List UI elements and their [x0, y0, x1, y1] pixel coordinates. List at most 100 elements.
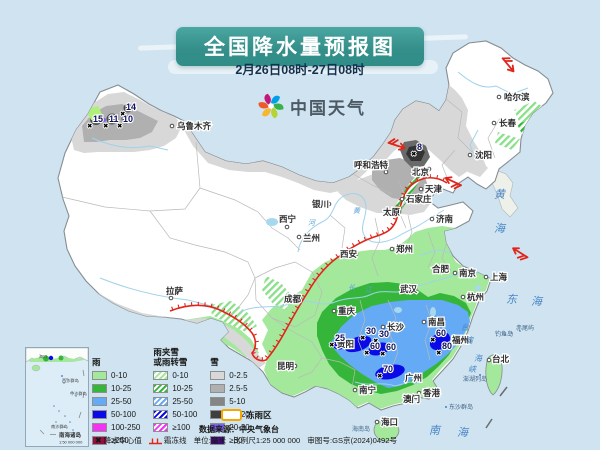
sleet-area-beijing — [394, 167, 429, 214]
china-weather-logo: 中国天气 — [258, 93, 366, 119]
legend-item-label: 50-100 — [172, 409, 198, 419]
frost-tick — [282, 328, 286, 332]
freezing-rain-legend: 冻雨区 — [221, 409, 272, 421]
frost-tick — [249, 327, 253, 331]
city-label: 郑州 — [396, 244, 413, 254]
legend-item-label: ≥100 — [172, 422, 191, 432]
frost-tick — [275, 339, 280, 343]
legend-swatch — [92, 422, 107, 432]
city-marker — [460, 294, 466, 300]
frost-tick — [234, 314, 237, 319]
city-label: 西宁 — [279, 214, 297, 224]
island-label: 赤尾屿 — [516, 324, 534, 332]
city-marker — [426, 166, 432, 172]
korea-landmass — [491, 169, 519, 218]
river-label-layer: 黄河长 江 — [308, 207, 373, 294]
frost-tick — [363, 236, 367, 241]
legend-column-header: 雨夹雪 或雨转雪 — [153, 347, 188, 367]
city-marker — [445, 267, 451, 273]
yellow-river — [297, 193, 445, 253]
city-label: 台北 — [492, 354, 510, 364]
city-marker — [383, 169, 389, 175]
frost-tick — [340, 250, 344, 254]
snow-area-beijing-core — [406, 145, 425, 161]
legend-column: 雨 0-10 10-25 25-50 50-100 100-250 ≥250 — [92, 346, 140, 448]
inset-label: 南海诸岛 — [59, 431, 82, 439]
city-marker — [330, 341, 336, 347]
legend-swatch — [153, 409, 169, 419]
legend-swatch — [92, 435, 107, 445]
legend-annotations: ✖ 降水中心值 霜冻线 单位:毫米 比例尺1:25 000 000 审图号:GS… — [95, 435, 397, 446]
frost-tick — [422, 175, 425, 179]
center-value: 70 — [383, 364, 393, 374]
legend-item-label: 10-25 — [111, 383, 132, 393]
city-label: 济南 — [436, 214, 454, 224]
nine-dash-line — [485, 386, 508, 429]
city-label: 广州 — [405, 373, 422, 383]
inset-rain-core — [48, 355, 54, 361]
city-marker — [297, 296, 303, 302]
city-label: 海口 — [381, 417, 398, 427]
legend-item: 10-25 — [153, 383, 197, 393]
city-label: 贵阳 — [337, 339, 354, 349]
frost-tick — [346, 246, 350, 251]
inset-rain-strip — [28, 357, 84, 362]
legend-item-label: ≥250 — [111, 435, 129, 445]
city-marker — [292, 363, 298, 369]
legend-column: 雨夹雪 或雨转雪 0-10 10-25 25-50 50-100 ≥100 — [153, 346, 197, 448]
legend-swatch — [92, 370, 107, 380]
sleet-area-northeast-2 — [495, 132, 520, 150]
yarlung-river — [99, 277, 233, 317]
inset-rain-blob — [43, 355, 49, 362]
city-marker — [374, 419, 380, 425]
frost-tick — [253, 333, 257, 336]
city-label: 长沙 — [387, 322, 405, 332]
city-label: 兰州 — [303, 233, 320, 243]
legend-item: 20-30 — [210, 422, 250, 432]
city-label: 西安 — [340, 249, 358, 259]
center-value: 30 — [379, 329, 389, 339]
city-marker — [352, 387, 358, 393]
frost-tick — [228, 311, 232, 315]
legend-item: ≥250 — [92, 435, 140, 445]
city-label: 呼和浩特 — [354, 160, 389, 170]
pinwheel-logo-icon — [258, 93, 284, 119]
inset-island-dots — [53, 375, 77, 431]
city-marker — [429, 216, 435, 222]
approval-label: 审图号:GS京(2024)0492号 — [307, 436, 398, 445]
south-china-sea-inset: 海口 西沙群岛 中沙群岛 南沙群岛 南海诸岛 1:50 000 000 — [25, 347, 89, 447]
legend-item: 0-2.5 — [210, 370, 249, 380]
frost-tick — [255, 355, 259, 360]
city-label: 成都 — [284, 294, 302, 304]
map-legend: 雨 0-10 10-25 25-50 50-100 100-250 ≥250 雨夹雪 或雨转雪 0… — [92, 346, 250, 448]
unit-label: 单位:毫米 — [193, 436, 227, 445]
inset-label: 1:50 000 000 — [59, 440, 83, 445]
frost-tick — [409, 181, 413, 185]
legend-item: ≥30 — [210, 435, 249, 445]
center-value: 60 — [386, 342, 396, 352]
rain-area-50-100 — [333, 331, 451, 380]
legend-item-label: 2.5-5 — [229, 383, 248, 393]
frost-tick — [351, 243, 355, 247]
city-marker — [418, 186, 424, 192]
river-label: 长 — [348, 284, 356, 292]
frost-tick — [442, 177, 445, 181]
frost-tick — [335, 253, 339, 258]
frost-line — [169, 176, 448, 362]
center-value: 15 — [93, 114, 103, 124]
inset-rain-blob — [58, 355, 64, 361]
sea-label: 黄 — [494, 188, 507, 201]
frost-tick — [305, 288, 309, 292]
city-label: 福州 — [451, 335, 469, 345]
sea-label: 峡 — [468, 365, 477, 374]
inset-label: 海口 — [39, 353, 47, 359]
songhua-river — [457, 71, 529, 95]
inset-dash-line — [39, 369, 85, 435]
frost-line-item: 霜冻线 — [148, 435, 187, 446]
city-label: 武汉 — [400, 284, 418, 294]
